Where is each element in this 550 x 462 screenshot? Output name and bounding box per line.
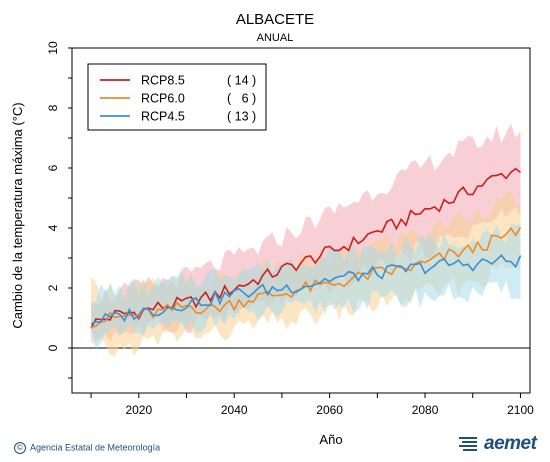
x-tick-label: 2040 [221,403,248,417]
line-rcp45 [90,254,522,325]
x-tick-label: 2060 [316,403,343,417]
y-axis-label: Cambio de la temperatura máxima (°C) [10,102,25,328]
y-tick-label: 8 [46,104,60,111]
y-tick-label: 0 [46,344,60,351]
legend-count: ( 6 ) [227,92,256,106]
aemet-logo-text: aemet [484,433,537,454]
x-axis-label: Año [319,432,342,447]
credit-text: © Agencia Estatal de Meteorología [14,442,160,454]
legend-count: ( 14 ) [227,74,256,88]
plot-frame [71,47,531,394]
legend-box [87,63,267,131]
line-rcp85 [90,167,521,329]
legend-label: RCP8.5 [141,74,185,88]
aemet-logo-icon [459,437,477,451]
y-tick-label: 4 [46,224,60,231]
x-tick-label: 2100 [507,403,534,417]
credit-label: Agencia Estatal de Meteorología [30,442,161,453]
copyright-icon: © [14,442,26,454]
x-tick-label: 2020 [125,403,152,417]
chart-subtitle: ANUAL [256,32,294,44]
line-rcp60 [90,226,522,329]
legend-label: RCP6.0 [141,92,185,106]
y-tick-label: 6 [46,164,60,171]
y-tick-label: 2 [46,284,60,291]
chart-title: ALBACETE [235,11,315,28]
legend-count: ( 13 ) [227,110,256,124]
legend-label: RCP4.5 [141,110,185,124]
x-tick-label: 2080 [412,403,439,417]
y-tick-label: 10 [46,41,60,55]
